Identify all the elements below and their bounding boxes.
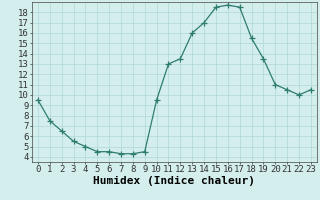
X-axis label: Humidex (Indice chaleur): Humidex (Indice chaleur) [93,176,255,186]
